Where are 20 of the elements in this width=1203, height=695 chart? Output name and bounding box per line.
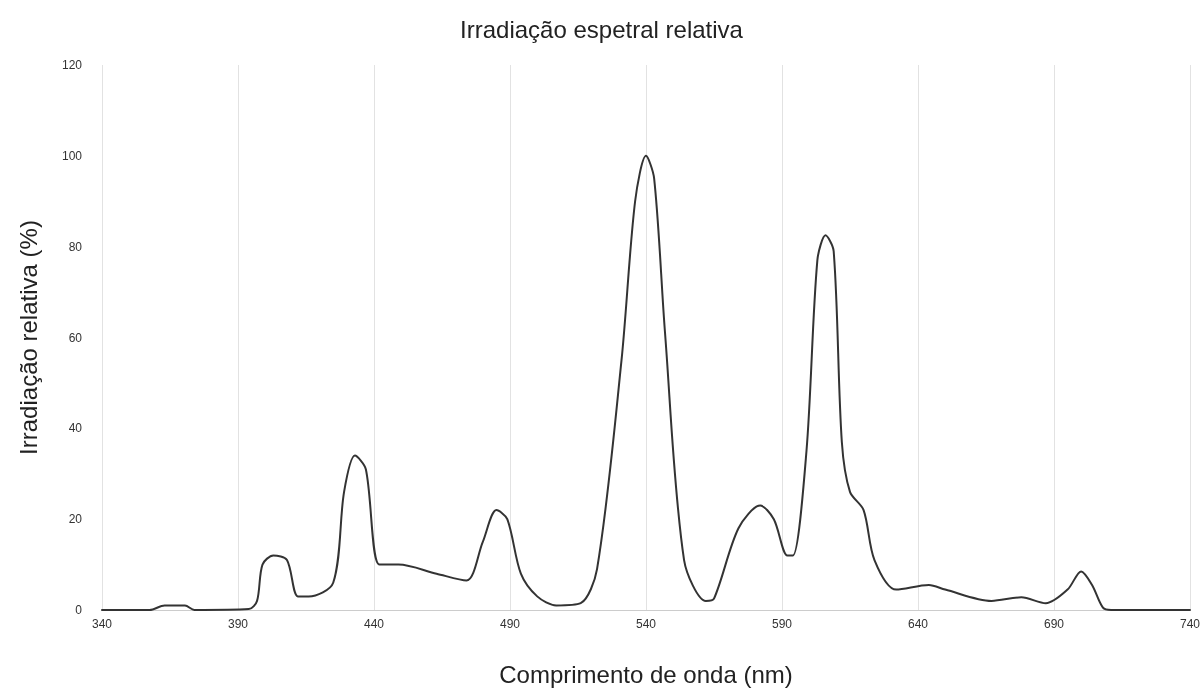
line-series (101, 154, 1191, 611)
x-axis-title: Comprimento de onda (nm) (499, 660, 793, 688)
y-axis-title: Irradiação relativa (%) (14, 220, 42, 455)
x-tick-label: 390 (227, 617, 249, 631)
x-tick-label: 690 (1043, 617, 1065, 631)
x-tick-label: 490 (499, 617, 521, 631)
y-tick-label: 40 (68, 421, 83, 436)
y-tick-label: 0 (75, 603, 83, 617)
y-tick-label: 20 (68, 512, 83, 527)
x-tick-label: 740 (1179, 617, 1201, 631)
chart-title: Irradiação espetral relativa (460, 15, 744, 43)
y-tick-label: 100 (61, 148, 83, 163)
x-tick-label: 540 (635, 617, 657, 631)
x-tick-label: 340 (91, 617, 113, 631)
y-tick-label: 60 (68, 330, 83, 345)
y-tick-label: 80 (68, 239, 83, 254)
x-tick-label: 590 (771, 617, 793, 631)
y-tick-label: 120 (61, 58, 83, 72)
x-tick-label: 640 (907, 617, 929, 631)
x-tick-label: 440 (363, 617, 385, 631)
